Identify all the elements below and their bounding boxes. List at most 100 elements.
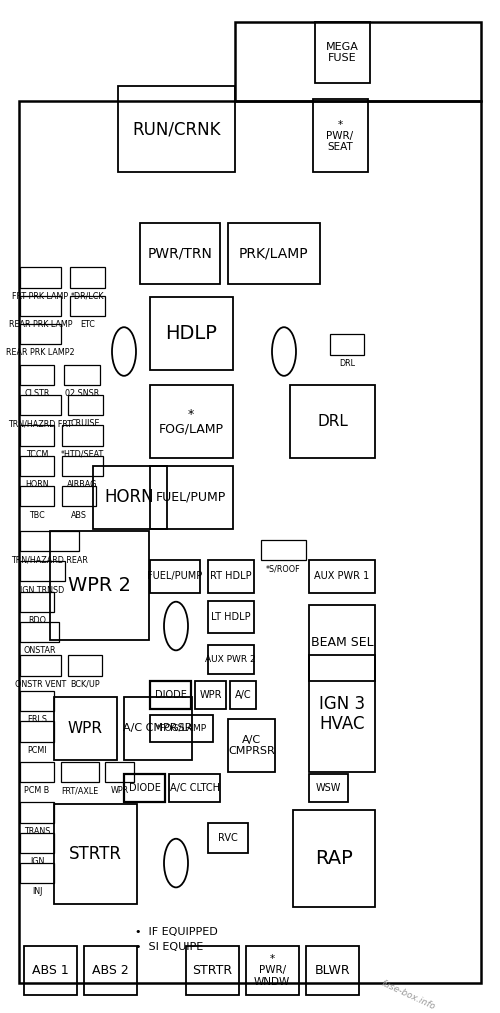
Text: REAR PRK LAMP: REAR PRK LAMP <box>9 320 72 329</box>
Text: TRN/HAZARD REAR: TRN/HAZARD REAR <box>11 555 88 564</box>
Text: WPR: WPR <box>68 721 103 735</box>
Text: FUEL/PUMP: FUEL/PUMP <box>156 491 226 503</box>
Text: RUN/CRNK: RUN/CRNK <box>132 121 220 138</box>
Bar <box>24 946 76 995</box>
Text: •  IF EQUIPPED: • IF EQUIPPED <box>135 927 218 937</box>
Text: *
FOG/LAMP: * FOG/LAMP <box>159 407 224 436</box>
Text: RT HDLP: RT HDLP <box>210 571 252 581</box>
Text: fuse-box.info: fuse-box.info <box>380 979 437 1011</box>
Bar <box>20 691 54 711</box>
Text: *HTD/SEAT: *HTD/SEAT <box>61 450 104 459</box>
Text: ABS: ABS <box>71 511 87 520</box>
Bar <box>290 385 375 458</box>
Bar <box>20 802 54 823</box>
Text: *FOG/LAMP: *FOG/LAMP <box>156 724 207 732</box>
Bar <box>208 601 254 633</box>
Bar <box>261 540 306 560</box>
Text: FRT PRK LAMP: FRT PRK LAMP <box>12 292 68 301</box>
Text: IGN 3
HVAC: IGN 3 HVAC <box>319 695 365 732</box>
Text: DIODE: DIODE <box>154 690 186 700</box>
Bar <box>20 425 54 446</box>
Bar <box>150 681 191 709</box>
Text: ETC: ETC <box>80 320 95 329</box>
Text: AUX PWR 1: AUX PWR 1 <box>314 571 370 581</box>
Bar <box>20 531 79 551</box>
Text: ABS 1: ABS 1 <box>32 964 68 977</box>
Text: PWR/TRN: PWR/TRN <box>148 246 212 260</box>
Bar <box>312 99 368 172</box>
Text: HORN: HORN <box>104 488 154 506</box>
Bar <box>92 466 166 529</box>
Text: IGN: IGN <box>30 857 44 866</box>
Text: HDLP: HDLP <box>166 324 217 342</box>
Text: PCMI: PCMI <box>28 746 47 755</box>
Bar <box>20 863 54 883</box>
Bar <box>118 86 235 172</box>
Bar <box>208 645 254 674</box>
Text: •  SI EQUIPE: • SI EQUIPE <box>135 942 203 952</box>
Text: MEGA
FUSE: MEGA FUSE <box>326 43 359 63</box>
Bar <box>228 719 275 772</box>
Bar <box>195 681 226 709</box>
Bar <box>292 810 375 907</box>
Bar <box>19 101 481 983</box>
Text: INJ: INJ <box>32 887 42 897</box>
Bar <box>150 297 232 370</box>
Bar <box>20 324 61 344</box>
Text: DRL: DRL <box>339 359 355 368</box>
Bar <box>68 655 102 676</box>
Bar <box>228 223 320 284</box>
Bar <box>20 365 54 385</box>
Text: A/C
CMPRSR: A/C CMPRSR <box>228 735 274 756</box>
Text: RAP: RAP <box>315 849 352 868</box>
Text: TRANS: TRANS <box>24 827 50 836</box>
Text: *
PWR/
SEAT: * PWR/ SEAT <box>326 120 353 152</box>
Text: IGN TRNSD: IGN TRNSD <box>20 586 64 595</box>
Bar <box>306 946 358 995</box>
Bar <box>20 833 54 853</box>
Text: BCK/UP: BCK/UP <box>70 680 100 689</box>
Text: FUEL/PUMP: FUEL/PUMP <box>148 571 203 581</box>
Bar <box>20 296 61 316</box>
Bar <box>62 486 96 506</box>
Text: WSW: WSW <box>316 783 341 793</box>
Text: A/C CMPRSR: A/C CMPRSR <box>123 723 192 733</box>
Text: RDO: RDO <box>28 616 46 625</box>
Text: *
PWR/
WNDW: * PWR/ WNDW <box>254 954 290 987</box>
Text: BEAM SEL: BEAM SEL <box>310 636 374 649</box>
Text: PCM B: PCM B <box>24 786 50 795</box>
Bar <box>315 22 370 83</box>
Bar <box>230 681 256 709</box>
Text: TBC: TBC <box>29 511 45 520</box>
Bar <box>20 762 54 782</box>
Text: RVC: RVC <box>218 833 238 843</box>
Text: DRL: DRL <box>317 414 348 428</box>
Bar <box>235 22 481 101</box>
Bar <box>208 560 254 593</box>
Bar <box>20 486 54 506</box>
Text: STRTR: STRTR <box>69 845 122 863</box>
Text: AUX PWR 2: AUX PWR 2 <box>205 655 256 664</box>
Text: WPR: WPR <box>110 786 128 795</box>
Bar <box>124 697 192 760</box>
Text: TCCM: TCCM <box>26 450 48 459</box>
Bar <box>54 804 136 904</box>
Text: LT HDLP: LT HDLP <box>210 612 250 622</box>
Bar <box>68 395 103 415</box>
Text: DIODE: DIODE <box>128 783 160 793</box>
Bar <box>309 605 375 681</box>
Bar <box>124 774 165 802</box>
Text: PRK/LAMP: PRK/LAMP <box>239 246 308 260</box>
Text: ONSTAR: ONSTAR <box>23 646 56 655</box>
Bar <box>20 267 61 288</box>
Bar <box>61 762 98 782</box>
Bar <box>84 946 136 995</box>
Bar <box>62 456 103 476</box>
Bar <box>140 223 220 284</box>
Bar <box>330 334 364 355</box>
Bar <box>20 395 61 415</box>
Text: STRTR: STRTR <box>192 964 232 977</box>
Bar <box>20 655 61 676</box>
Bar <box>208 823 248 853</box>
Bar <box>62 425 103 446</box>
